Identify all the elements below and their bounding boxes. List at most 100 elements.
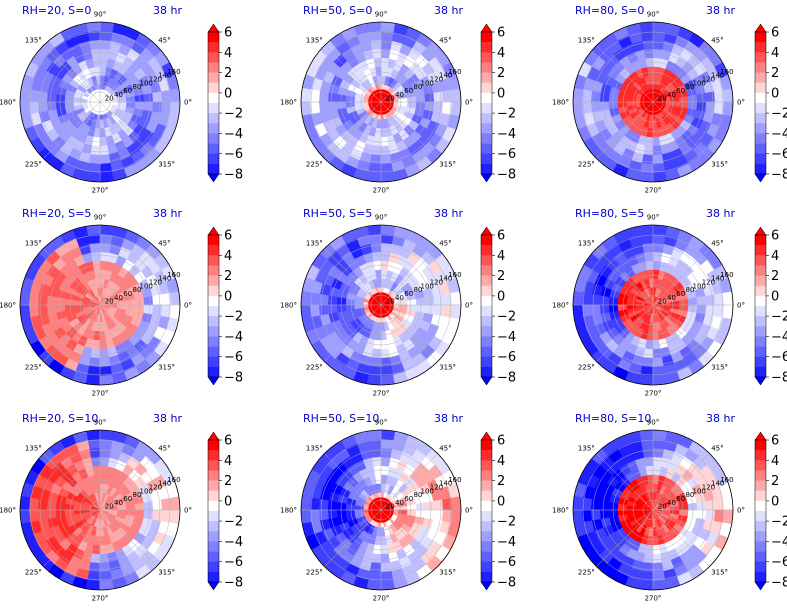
colorbar-tick-label: −8: [771, 168, 787, 183]
angular-tick-label: 270°: [373, 390, 390, 398]
radial-tick-label: 60: [676, 87, 685, 95]
colorbar-tick-label: 0: [224, 86, 232, 101]
angular-tick-label: 45°: [439, 444, 451, 452]
angular-tick-label: 0°: [184, 507, 192, 515]
colorbar-tick-label: 4: [497, 454, 505, 469]
colorbar-tick-label: 4: [497, 46, 505, 61]
angular-tick-label: 270°: [92, 390, 109, 398]
colorbar-tick-label: −6: [497, 555, 516, 570]
radial-tick-label: 140: [439, 480, 452, 488]
angular-tick-label: 0°: [184, 302, 192, 310]
colorbar-tick-label: −6: [771, 555, 787, 570]
radial-tick-label: 80: [686, 286, 695, 294]
panel-2: 90°135°180°225°270°315°0°45°20 40 60 801001…: [280, 4, 516, 195]
colorbar-tick-label: 6: [771, 229, 779, 244]
panel-8: 90°135°180°225°270°315°0°45°20 40 60 801001…: [280, 412, 516, 603]
angular-tick-label: 90°: [94, 11, 106, 19]
angular-tick-label: 0°: [737, 302, 745, 310]
angular-tick-label: 270°: [645, 390, 662, 398]
panel-4: 90°135°180°225°270°315°0°45°20 40 60 801001…: [0, 207, 243, 398]
angular-gridline: [99, 101, 157, 159]
angular-tick-label: 0°: [465, 99, 473, 107]
angular-tick-label: 180°: [552, 507, 569, 515]
colorbar-tick-label: 6: [497, 434, 505, 449]
panel-title: RH=20, S=10: [22, 412, 98, 425]
angular-tick-label: 315°: [439, 161, 456, 169]
radial-tick-label: 100: [693, 79, 706, 87]
panel-time-label: 38 hr: [153, 207, 182, 220]
colorbar-tick-label: −4: [771, 330, 787, 345]
angular-gridline: [596, 45, 654, 103]
angular-gridline: [380, 45, 438, 103]
panel-1: 90°135°180°225°270°315°0°45°20 40 60 801001…: [0, 4, 243, 195]
colorbar-tick-label: −6: [224, 147, 243, 162]
angular-gridline: [99, 509, 157, 567]
panel-title: RH=20, S=0: [22, 4, 91, 17]
colorbar-tick-label: 2: [771, 66, 779, 81]
colorbar-tick-label: −8: [497, 168, 516, 183]
angular-tick-label: 180°: [0, 99, 16, 107]
colorbar-tick-label: 2: [224, 269, 232, 284]
colorbar: 6 4 2 0 −2 −4 −6 −8: [207, 431, 243, 591]
angular-gridline: [99, 45, 157, 103]
angular-tick-label: 45°: [439, 36, 451, 44]
colorbar-tick-label: 4: [771, 249, 779, 264]
colorbar: 6 4 2 0 −2 −4 −6 −8: [480, 23, 516, 183]
panel-time-label: 38 hr: [434, 4, 463, 17]
radial-tick-label: 120: [149, 279, 162, 287]
radial-tick-label: 20: [386, 298, 395, 306]
colorbar-tick-label: 2: [497, 66, 505, 81]
radial-tick-label: 140: [439, 275, 452, 283]
angular-gridline: [652, 101, 710, 159]
angular-tick-label: 0°: [465, 507, 473, 515]
colorbar-tick-label: −4: [771, 127, 787, 142]
colorbar-tick-label: 2: [771, 269, 779, 284]
radial-tick-label: 60: [404, 87, 413, 95]
radial-tick-label: 100: [693, 487, 706, 495]
radial-tick-label: 120: [430, 279, 443, 287]
colorbar: 6 4 2 0 −2 −4 −6 −8: [207, 23, 243, 183]
angular-gridline: [43, 304, 101, 362]
colorbar-tick-label: 4: [224, 249, 232, 264]
angular-gridline: [380, 304, 438, 362]
radial-tick-label: 60: [404, 495, 413, 503]
angular-tick-label: 45°: [158, 36, 170, 44]
radial-tick-label: 140: [711, 275, 724, 283]
radial-tick-label: 60: [123, 87, 132, 95]
angular-gridline: [43, 509, 101, 567]
angular-tick-label: 315°: [711, 161, 728, 169]
angular-gridline: [43, 248, 101, 306]
panel-title: RH=20, S=5: [22, 207, 91, 220]
angular-tick-label: 90°: [647, 419, 659, 427]
radial-tick-label: 60: [123, 290, 132, 298]
radial-tick-label: 100: [140, 487, 153, 495]
angular-tick-label: 135°: [578, 36, 595, 44]
colorbar: 6 4 2 0 −2 −4 −6 −8: [754, 226, 787, 386]
colorbar-tick-label: 4: [224, 46, 232, 61]
radial-tick-label: 160: [720, 68, 733, 76]
polar-frame: [572, 21, 734, 183]
colorbar-tick-label: −8: [224, 371, 243, 386]
angular-tick-label: 0°: [184, 99, 192, 107]
colorbar-tick-label: −6: [497, 350, 516, 365]
angular-tick-label: 135°: [306, 36, 323, 44]
angular-tick-label: 315°: [711, 364, 728, 372]
angular-tick-label: 180°: [280, 302, 297, 310]
angular-tick-label: 45°: [711, 36, 723, 44]
angular-gridline: [380, 509, 438, 567]
angular-tick-label: 90°: [647, 214, 659, 222]
angular-gridline: [596, 101, 654, 159]
radial-tick-label: 120: [430, 76, 443, 84]
colorbar-tick-label: 0: [771, 289, 779, 304]
radial-tick-label: 80: [133, 491, 142, 499]
colorbar-tick-label: −2: [771, 310, 787, 325]
radial-tick-label: 80: [133, 286, 142, 294]
angular-tick-label: 135°: [578, 444, 595, 452]
radial-tick-label: 40: [114, 294, 123, 302]
angular-tick-label: 270°: [92, 595, 109, 603]
angular-tick-label: 270°: [373, 187, 390, 195]
polar-frame: [572, 429, 734, 591]
radial-tick-label: 100: [140, 282, 153, 290]
colorbar-tick-label: −8: [497, 576, 516, 591]
radial-tick-label: 40: [667, 294, 676, 302]
